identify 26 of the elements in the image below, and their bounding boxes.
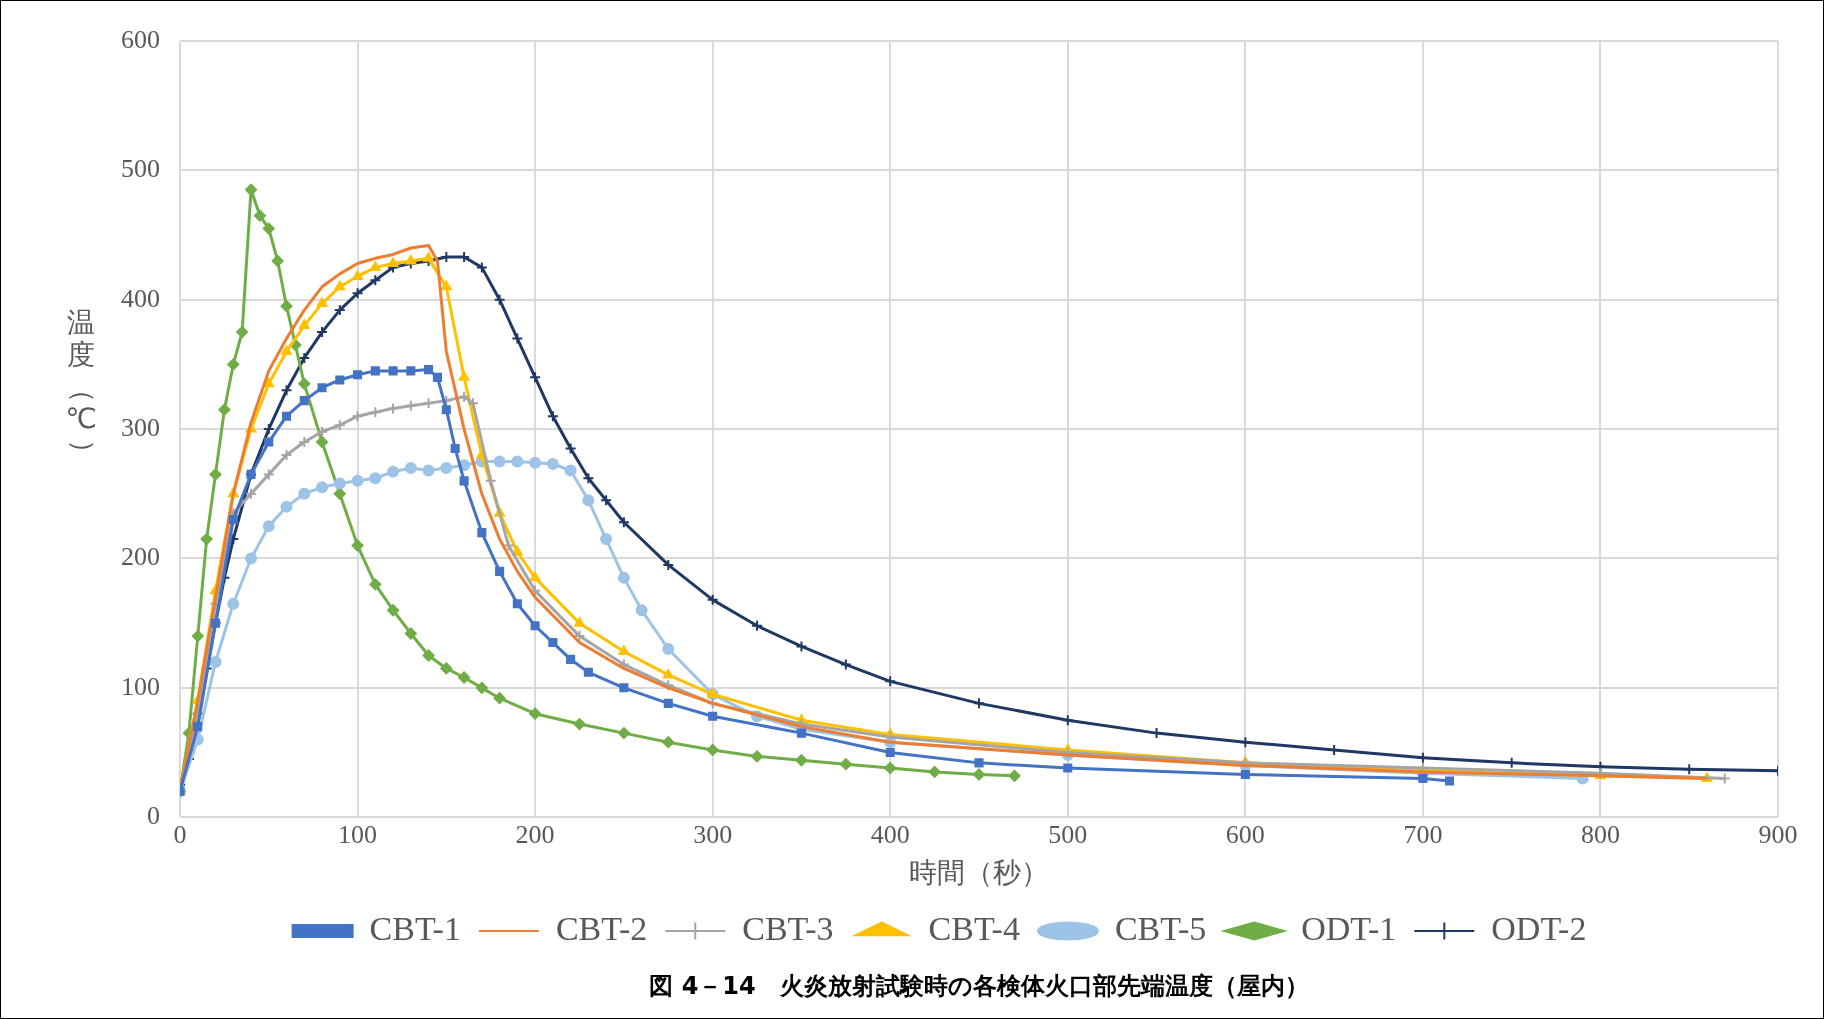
x-tick-label: 0: [173, 819, 187, 849]
x-axis-title: 時間（秒）: [909, 856, 1049, 890]
y-tick-label: 500: [121, 154, 160, 184]
legend-label: CBT-5: [1114, 909, 1207, 947]
y-tick-label: 200: [121, 542, 160, 572]
x-tick-label: 100: [338, 819, 378, 849]
y-tick-label: 300: [121, 412, 160, 442]
x-tick-label: 500: [1048, 819, 1088, 849]
x-tick-label: 200: [515, 819, 555, 849]
legend-label: CBT-1: [369, 909, 461, 947]
y-tick-label: 100: [121, 671, 160, 701]
legend-label: ODT-2: [1491, 909, 1587, 947]
x-tick-label: 900: [1758, 819, 1798, 849]
x-tick-label: 400: [870, 819, 910, 849]
y-tick-label: 400: [121, 283, 160, 313]
y-axis-title: 温度（℃）: [65, 306, 100, 468]
x-tick-label: 600: [1225, 819, 1265, 849]
legend-label: CBT-4: [928, 909, 1020, 947]
legend-label: CBT-3: [742, 909, 834, 947]
y-tick-label: 600: [121, 24, 160, 54]
legend-label: CBT-2: [555, 909, 648, 947]
x-tick-label: 800: [1580, 819, 1620, 849]
caption: 図 4－14 火炎放射試験時の各検体火口部先端温度（屋内）: [649, 972, 1309, 1001]
x-tick-label: 300: [693, 819, 733, 849]
x-tick-label: 700: [1403, 819, 1443, 849]
legend-label: ODT-1: [1301, 909, 1397, 947]
